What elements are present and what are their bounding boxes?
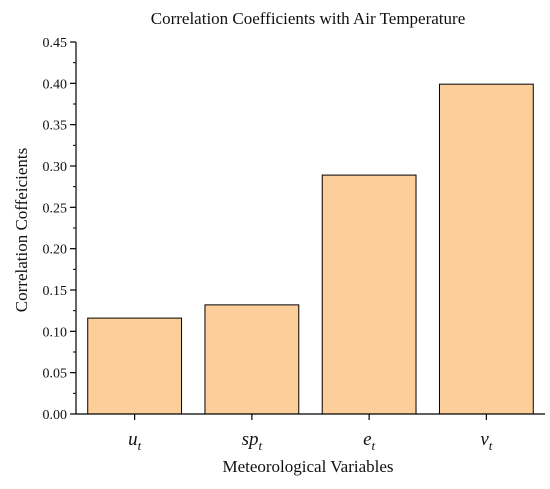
axes-layer — [70, 41, 545, 420]
y-tick-label: 0.30 — [43, 160, 68, 175]
y-tick-label: 0.40 — [43, 77, 68, 92]
x-tick-label-subscript: t — [259, 438, 263, 453]
x-tick-label-base: v — [480, 429, 489, 450]
y-tick-label: 0.25 — [43, 201, 68, 216]
x-tick-label-subscript: t — [489, 438, 493, 453]
x-tick-label: vt — [480, 429, 492, 453]
x-tick-label-subscript: t — [138, 438, 142, 453]
y-tick-label: 0.35 — [43, 119, 68, 134]
x-axis-title: Meteorological Variables — [222, 457, 393, 476]
y-tick-label: 0.00 — [43, 408, 68, 423]
y-axis-title: Correlation Coffeicients — [12, 148, 31, 312]
bar-v-t — [438, 83, 534, 415]
chart-title: Correlation Coefficients with Air Temper… — [151, 9, 465, 28]
labels-layer: 0.00 0.05 0.10 0.15 0.20 0.25 0.30 0.35 0.40 0.45… — [43, 36, 493, 453]
y-tick-label: 0.05 — [43, 367, 68, 382]
y-tick-label: 0.20 — [43, 243, 68, 258]
x-tick-label-base: e — [363, 429, 371, 450]
y-tick-label: 0.10 — [43, 325, 68, 340]
x-tick-label: spt — [242, 429, 263, 453]
x-tick-label-base: sp — [242, 429, 259, 450]
bar-e-t — [321, 174, 417, 415]
y-tick-label: 0.45 — [43, 36, 68, 51]
bar-u-t — [87, 317, 183, 415]
x-tick-label-base: u — [128, 429, 138, 450]
y-tick-label: 0.15 — [43, 284, 68, 299]
x-tick-label: ut — [128, 429, 142, 453]
x-tick-label-subscript: t — [372, 438, 376, 453]
x-tick-label: et — [363, 429, 375, 453]
bars-layer — [87, 83, 534, 415]
bar-sp-t — [204, 304, 300, 415]
